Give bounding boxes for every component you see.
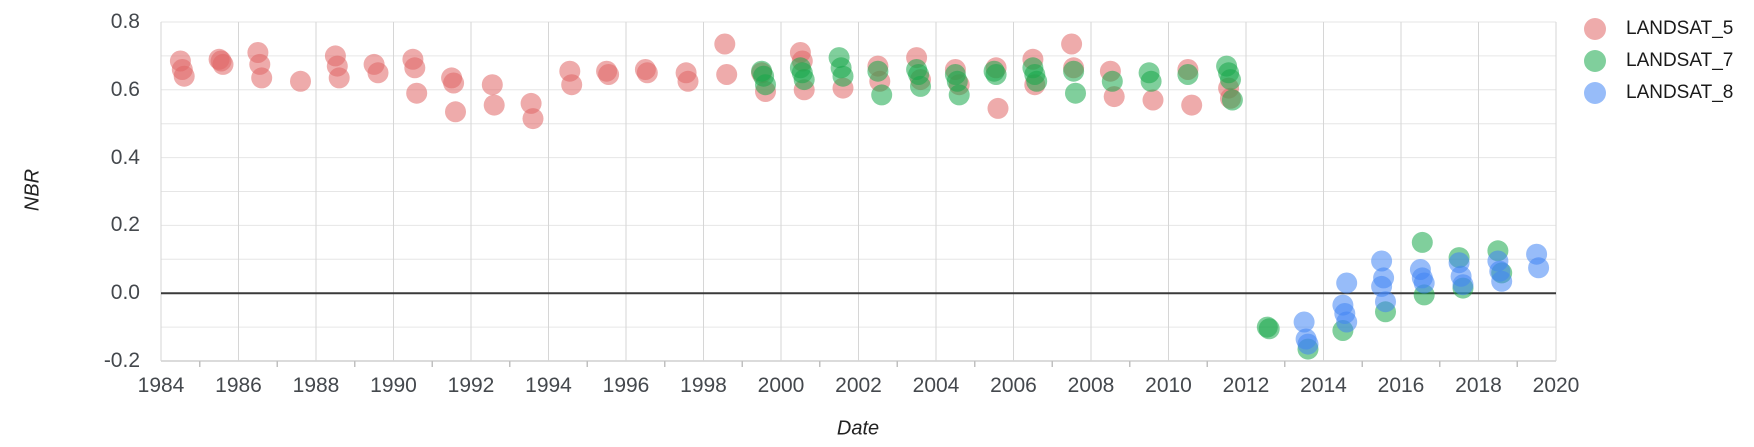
legend-item-landsat-7: LANDSAT_7 — [1584, 49, 1733, 73]
data-point-landsat-5[interactable] — [1061, 33, 1083, 55]
data-point-landsat-8[interactable] — [1413, 272, 1435, 294]
legend-label: LANDSAT_5 — [1626, 18, 1734, 39]
x-tick-label: 1994 — [525, 374, 572, 397]
data-point-landsat-5[interactable] — [1103, 86, 1125, 108]
x-tick-label: 1990 — [370, 374, 417, 397]
x-tick-label: 2006 — [990, 374, 1037, 397]
data-point-landsat-8[interactable] — [1297, 333, 1319, 355]
data-point-landsat-7[interactable] — [985, 64, 1007, 85]
data-point-landsat-7[interactable] — [1411, 231, 1433, 253]
data-point-landsat-7[interactable] — [867, 60, 889, 82]
data-point-landsat-5[interactable] — [714, 33, 736, 55]
data-point-landsat-7[interactable] — [793, 69, 815, 91]
data-point-landsat-5[interactable] — [522, 108, 544, 130]
data-point-landsat-7[interactable] — [910, 75, 931, 97]
legend-item-landsat-5: LANDSAT_5 — [1584, 17, 1733, 41]
y-tick-label: 0.2 — [110, 213, 140, 237]
data-point-landsat-7[interactable] — [1177, 64, 1199, 85]
x-tick-label: 2010 — [1145, 374, 1192, 397]
data-point-landsat-7[interactable] — [871, 84, 893, 106]
data-point-landsat-5[interactable] — [561, 74, 583, 96]
y-tick-label: 0.6 — [110, 77, 140, 101]
x-tick-label: 2000 — [757, 374, 805, 397]
data-point-landsat-5[interactable] — [404, 57, 426, 79]
data-point-landsat-7[interactable] — [1220, 69, 1241, 91]
legend-item-landsat-8: LANDSAT_8 — [1584, 81, 1733, 105]
x-tick-label: 1996 — [602, 374, 650, 397]
data-point-landsat-7[interactable] — [1221, 89, 1243, 111]
y-tick-label: 0.4 — [110, 145, 140, 169]
data-point-landsat-8[interactable] — [1452, 274, 1474, 296]
data-point-landsat-8[interactable] — [1336, 311, 1358, 333]
y-axis-title: NBR — [21, 168, 44, 212]
data-point-landsat-8[interactable] — [1491, 270, 1513, 292]
data-point-landsat-5[interactable] — [987, 97, 1009, 119]
data-point-landsat-7[interactable] — [1140, 70, 1162, 92]
data-point-landsat-7[interactable] — [755, 74, 776, 96]
data-point-landsat-5[interactable] — [367, 62, 389, 84]
data-point-landsat-7[interactable] — [832, 65, 854, 87]
legend-label: LANDSAT_7 — [1626, 50, 1734, 71]
x-tick-label: 2016 — [1377, 374, 1425, 397]
x-tick-label: 2008 — [1067, 374, 1115, 397]
x-tick-label: 2002 — [835, 374, 882, 397]
data-point-landsat-5[interactable] — [173, 65, 195, 87]
data-point-landsat-5[interactable] — [481, 74, 503, 96]
x-tick-label: 2004 — [912, 374, 960, 397]
x-tick-label: 2014 — [1300, 374, 1347, 397]
legend-label: LANDSAT_8 — [1626, 82, 1734, 103]
data-point-landsat-5[interactable] — [445, 101, 466, 123]
data-point-landsat-7[interactable] — [1101, 70, 1123, 92]
data-point-landsat-5[interactable] — [483, 94, 505, 116]
data-point-landsat-7[interactable] — [1258, 318, 1280, 340]
data-point-landsat-5[interactable] — [212, 53, 234, 75]
x-tick-label: 2012 — [1222, 374, 1270, 397]
x-tick-label: 1992 — [447, 374, 495, 397]
data-point-landsat-7[interactable] — [1065, 82, 1086, 104]
data-point-landsat-7[interactable] — [1063, 60, 1085, 82]
landsat-7-swatch-icon — [1584, 50, 1606, 72]
data-point-landsat-5[interactable] — [443, 72, 465, 94]
data-point-landsat-7[interactable] — [1026, 70, 1048, 92]
data-point-landsat-8[interactable] — [1336, 272, 1358, 294]
data-point-landsat-8[interactable] — [1375, 291, 1396, 313]
landsat-5-swatch-icon — [1584, 18, 1606, 40]
data-point-landsat-8[interactable] — [1293, 311, 1315, 333]
data-point-landsat-5[interactable] — [636, 62, 658, 84]
data-point-landsat-5[interactable] — [1142, 89, 1164, 111]
data-point-landsat-5[interactable] — [290, 70, 311, 92]
x-tick-label: 2020 — [1532, 374, 1580, 397]
x-tick-label: 1984 — [137, 374, 185, 397]
x-tick-label: 1988 — [292, 374, 340, 397]
y-tick-label: 0.8 — [110, 10, 140, 33]
data-point-landsat-5[interactable] — [677, 70, 699, 92]
data-point-landsat-8[interactable] — [1528, 257, 1550, 279]
data-point-landsat-5[interactable] — [716, 64, 738, 85]
data-point-landsat-5[interactable] — [1181, 94, 1203, 116]
y-tick-label: 0.0 — [110, 281, 140, 305]
x-axis-title: Date — [836, 417, 880, 440]
landsat-8-swatch-icon — [1584, 82, 1606, 104]
data-point-landsat-8[interactable] — [1371, 250, 1393, 272]
data-point-landsat-5[interactable] — [406, 82, 428, 104]
x-tick-label: 1986 — [215, 374, 262, 397]
x-tick-label: 1998 — [680, 374, 727, 397]
y-tick-label: -0.2 — [103, 349, 140, 372]
data-point-landsat-5[interactable] — [251, 67, 273, 89]
data-point-landsat-7[interactable] — [948, 84, 970, 106]
data-point-landsat-5[interactable] — [328, 67, 350, 89]
x-tick-label: 2018 — [1455, 374, 1502, 397]
data-point-landsat-5[interactable] — [598, 64, 620, 85]
